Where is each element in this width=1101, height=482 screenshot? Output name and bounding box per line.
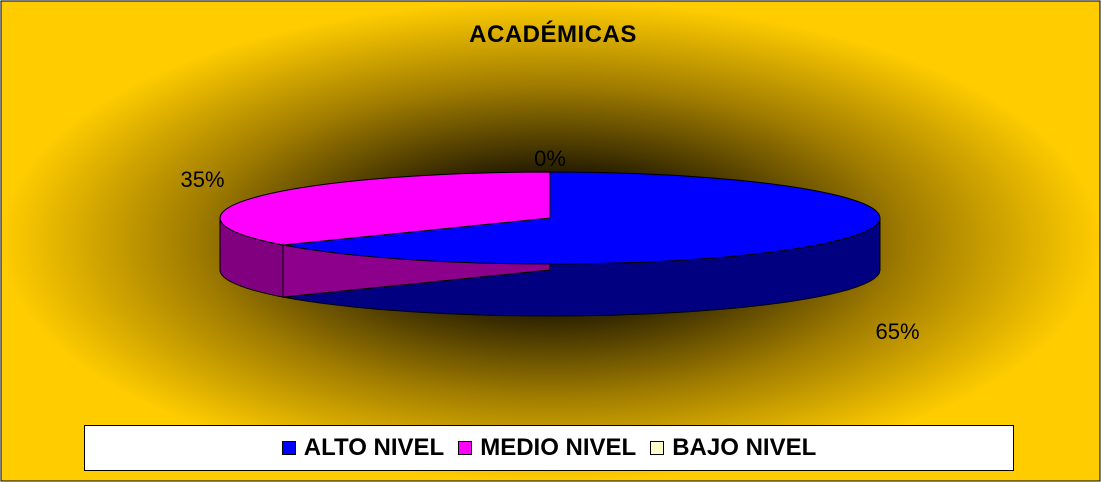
- pie-group: 65% 35% 0%: [180, 146, 919, 344]
- legend-item-alto: ALTO NIVEL: [281, 434, 445, 462]
- legend-swatch-alto: [281, 441, 296, 455]
- pie-slice-alto-nivel: [282, 171, 881, 265]
- legend-item-medio: MEDIO NIVEL: [458, 434, 636, 462]
- data-label-bajo-nivel: 0%: [534, 146, 566, 171]
- legend-swatch-medio: [458, 441, 473, 455]
- pie-slice-medio-nivel: [219, 171, 551, 246]
- data-label-medio-nivel: 35%: [180, 167, 224, 192]
- legend-swatch-bajo: [650, 441, 665, 455]
- legend-item-bajo: BAJO NIVEL: [650, 434, 816, 462]
- legend-label-medio: MEDIO NIVEL: [480, 434, 637, 461]
- legend-label-bajo: BAJO NIVEL: [672, 434, 817, 461]
- chart-legend: ALTO NIVEL MEDIO NIVEL BAJO NIVEL: [84, 425, 1014, 471]
- legend-label-alto: ALTO NIVEL: [303, 434, 445, 461]
- chart-title: ACADÉMICAS: [469, 20, 637, 48]
- data-label-alto-nivel: 65%: [875, 319, 919, 344]
